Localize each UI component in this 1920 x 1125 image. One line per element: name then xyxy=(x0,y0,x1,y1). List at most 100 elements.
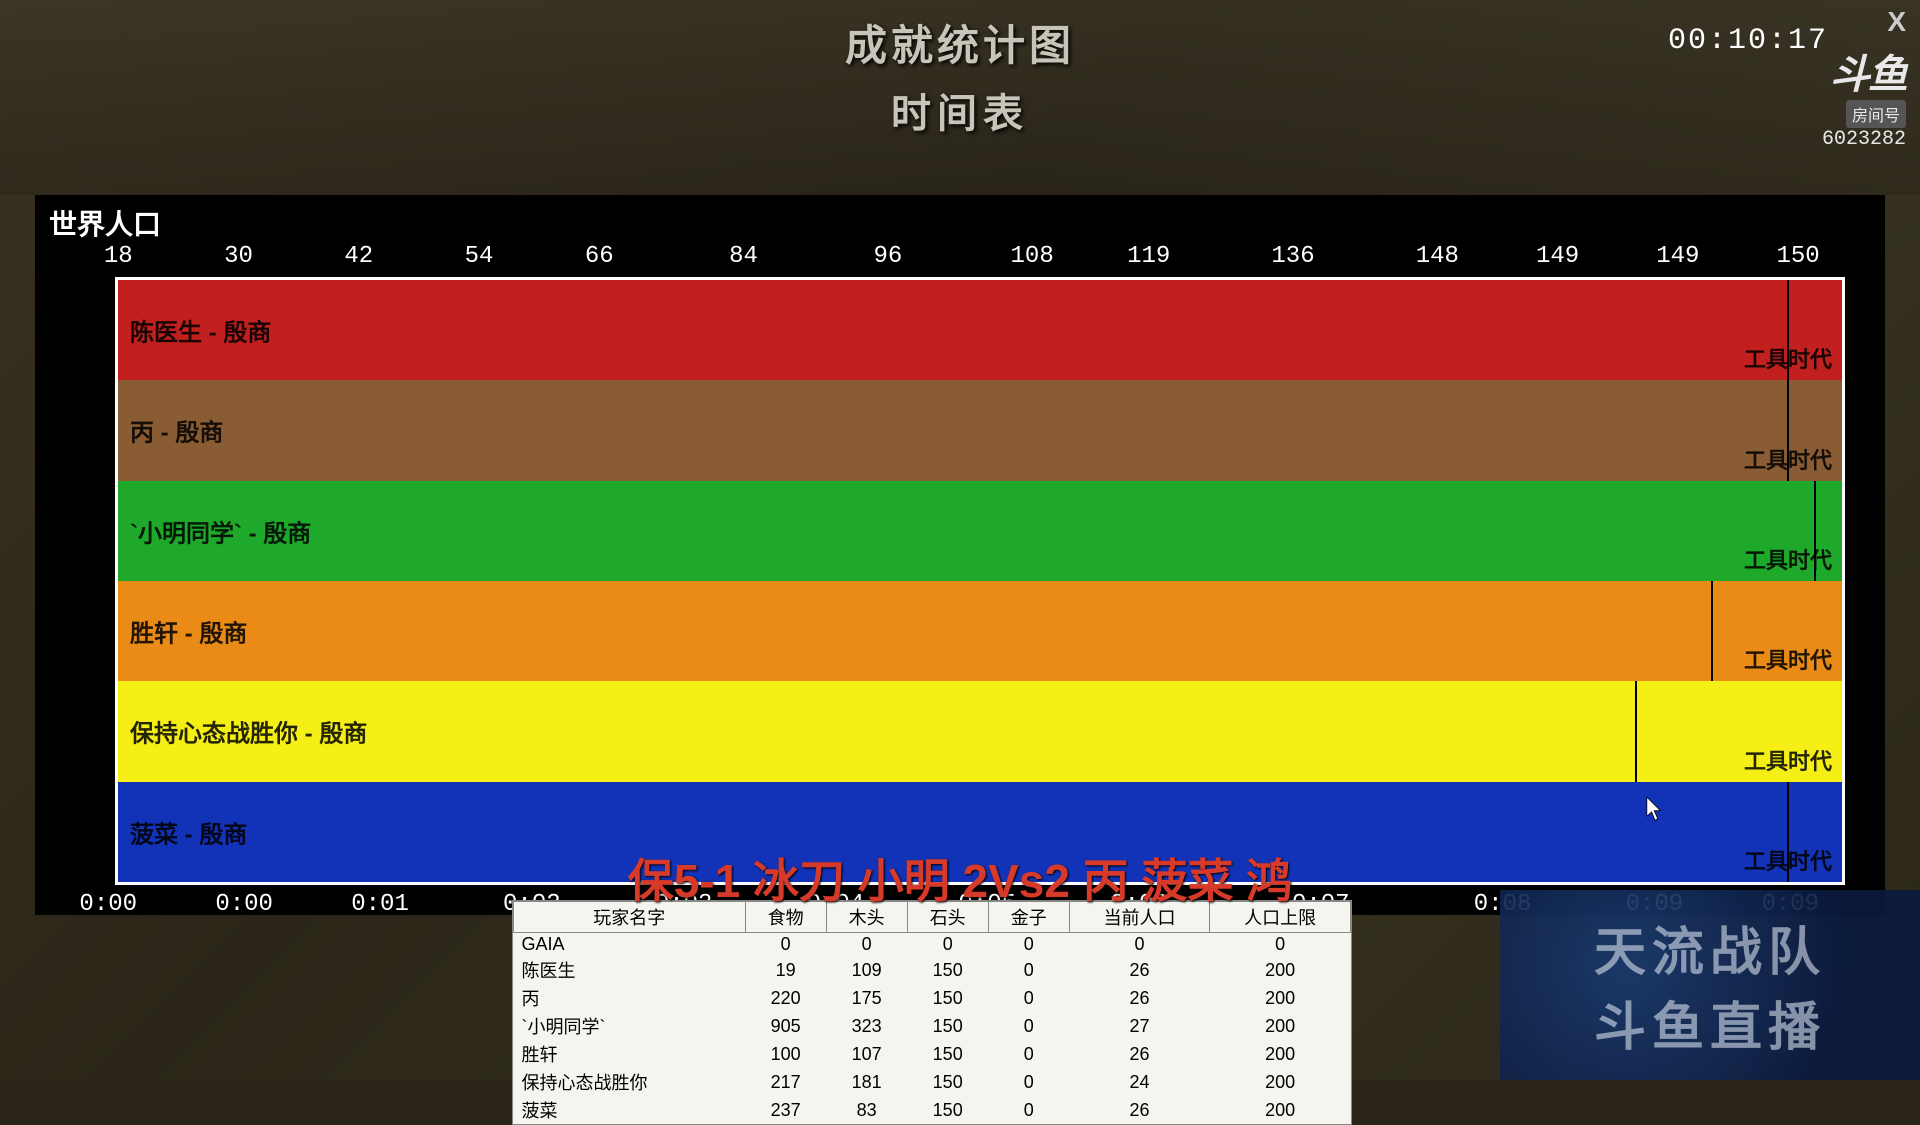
table-row: 胜轩100107150026200 xyxy=(514,1040,1351,1068)
chart-lanes[interactable]: 陈医生 - 殷商工具时代丙 - 殷商工具时代`小明同学` - 殷商工具时代胜轩 … xyxy=(115,277,1845,885)
watermark-line2: 斗鱼直播 xyxy=(1594,985,1826,1060)
table-cell: 150 xyxy=(907,956,988,984)
stream-watermark: 天流战队 斗鱼直播 xyxy=(1500,890,1920,1080)
room-label: 房间号 xyxy=(1846,100,1906,128)
table-row: 保持心态战胜你217181150024200 xyxy=(514,1068,1351,1096)
table-cell: 0 xyxy=(1210,933,1351,957)
table-cell: 26 xyxy=(1069,1096,1210,1124)
player-lane[interactable]: 丙 - 殷商工具时代 xyxy=(118,380,1842,480)
table-cell: 200 xyxy=(1210,1012,1351,1040)
table-header: 食物 xyxy=(745,902,826,933)
player-lane[interactable]: 菠菜 - 殷商工具时代 xyxy=(118,782,1842,882)
bottom-tick: 0:00 xyxy=(79,891,137,918)
table-row: 菠菜23783150026200 xyxy=(514,1096,1351,1124)
table-cell: 胜轩 xyxy=(514,1040,746,1068)
table-header-row: 玩家名字食物木头石头金子当前人口人口上限 xyxy=(514,902,1351,933)
top-tick: 84 xyxy=(729,243,758,270)
lane-era-label: 工具时代 xyxy=(1744,744,1832,776)
top-tick: 66 xyxy=(585,243,614,270)
table-row: 丙220175150026200 xyxy=(514,984,1351,1012)
player-lane[interactable]: 陈医生 - 殷商工具时代 xyxy=(118,280,1842,380)
table-row: 陈医生19109150026200 xyxy=(514,956,1351,984)
table-header: 当前人口 xyxy=(1069,902,1210,933)
table-cell: 200 xyxy=(1210,1068,1351,1096)
close-button[interactable]: X xyxy=(1887,6,1906,38)
table-cell: 0 xyxy=(988,956,1069,984)
bottom-tick: 0:01 xyxy=(351,891,409,918)
table-cell: 217 xyxy=(745,1068,826,1096)
top-tick: 149 xyxy=(1536,243,1579,270)
player-lane[interactable]: 胜轩 - 殷商工具时代 xyxy=(118,581,1842,681)
table-header: 金子 xyxy=(988,902,1069,933)
table-cell: 323 xyxy=(826,1012,907,1040)
lane-label: `小明同学` - 殷商 xyxy=(130,513,311,548)
table-cell: 19 xyxy=(745,956,826,984)
top-tick: 148 xyxy=(1416,243,1459,270)
table-cell: 26 xyxy=(1069,984,1210,1012)
lane-marker xyxy=(1635,681,1637,781)
table-cell: 丙 xyxy=(514,984,746,1012)
player-lane[interactable]: 保持心态战胜你 - 殷商工具时代 xyxy=(118,681,1842,781)
table-cell: 150 xyxy=(907,1068,988,1096)
lane-era-label: 工具时代 xyxy=(1744,543,1832,575)
table-cell: 26 xyxy=(1069,1040,1210,1068)
table-header: 木头 xyxy=(826,902,907,933)
watermark-line1: 天流战队 xyxy=(1594,910,1826,985)
table-cell: 0 xyxy=(988,1096,1069,1124)
timeline-chart: 世界人口 18304254668496108119136148149149150… xyxy=(35,195,1885,915)
lane-era-label: 工具时代 xyxy=(1744,643,1832,675)
table-cell: 181 xyxy=(826,1068,907,1096)
page-title: 成就统计图 xyxy=(0,12,1920,73)
lane-marker xyxy=(1787,380,1789,480)
lane-label: 保持心态战胜你 - 殷商 xyxy=(130,714,367,749)
page-subtitle: 时间表 xyxy=(0,81,1920,139)
table-cell: 220 xyxy=(745,984,826,1012)
table-cell: 150 xyxy=(907,1096,988,1124)
lane-marker xyxy=(1787,280,1789,380)
table-cell: 0 xyxy=(988,1012,1069,1040)
top-tick: 96 xyxy=(873,243,902,270)
table-row: GAIA000000 xyxy=(514,933,1351,957)
player-lane[interactable]: `小明同学` - 殷商工具时代 xyxy=(118,481,1842,581)
table-cell: 150 xyxy=(907,1012,988,1040)
room-id: 6023282 xyxy=(1822,128,1906,151)
table-row: `小明同学`905323150027200 xyxy=(514,1012,1351,1040)
table-cell: 26 xyxy=(1069,956,1210,984)
table-cell: 905 xyxy=(745,1012,826,1040)
table-cell: 27 xyxy=(1069,1012,1210,1040)
table-cell: 150 xyxy=(907,1040,988,1068)
table-cell: 200 xyxy=(1210,1096,1351,1124)
top-axis: 18304254668496108119136148149149150 xyxy=(35,243,1885,273)
stream-brand: 斗鱼 房间号 6023282 xyxy=(1822,42,1906,151)
table-header: 石头 xyxy=(907,902,988,933)
lane-marker xyxy=(1711,581,1713,681)
bottom-tick: 0:00 xyxy=(215,891,273,918)
table-cell: 0 xyxy=(988,1068,1069,1096)
top-tick: 42 xyxy=(344,243,373,270)
table-cell: 237 xyxy=(745,1096,826,1124)
top-tick: 150 xyxy=(1776,243,1819,270)
top-tick: 136 xyxy=(1271,243,1314,270)
table-cell: 0 xyxy=(826,933,907,957)
table-cell: 陈医生 xyxy=(514,956,746,984)
table-header: 玩家名字 xyxy=(514,902,746,933)
elapsed-time: 00:10:17 xyxy=(1668,24,1828,58)
lane-label: 陈医生 - 殷商 xyxy=(130,313,271,348)
top-tick: 18 xyxy=(104,243,133,270)
table-cell: 0 xyxy=(988,933,1069,957)
table-cell: 200 xyxy=(1210,1040,1351,1068)
population-label: 世界人口 xyxy=(35,203,1885,243)
table-cell: 保持心态战胜你 xyxy=(514,1068,746,1096)
douyu-logo: 斗鱼 xyxy=(1822,42,1906,100)
top-tick: 108 xyxy=(1011,243,1054,270)
table-header: 人口上限 xyxy=(1210,902,1351,933)
table-cell: 200 xyxy=(1210,984,1351,1012)
table-cell: 0 xyxy=(988,1040,1069,1068)
lane-label: 菠菜 - 殷商 xyxy=(130,814,247,849)
table-cell: 0 xyxy=(907,933,988,957)
table-cell: 83 xyxy=(826,1096,907,1124)
top-tick: 149 xyxy=(1656,243,1699,270)
table-cell: 107 xyxy=(826,1040,907,1068)
table-cell: 24 xyxy=(1069,1068,1210,1096)
lane-marker xyxy=(1814,481,1816,581)
